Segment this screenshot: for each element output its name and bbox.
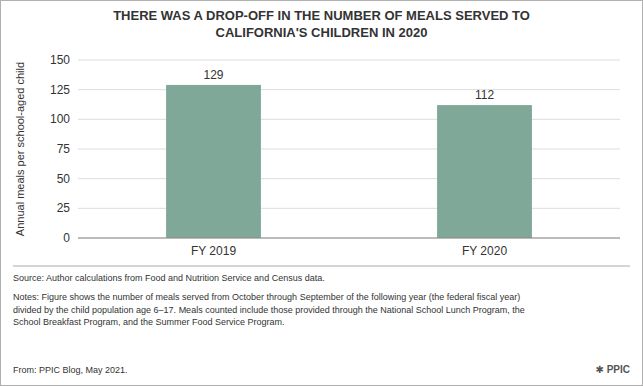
data-label: 129	[203, 68, 223, 82]
branding: ✱ PPIC	[596, 364, 631, 375]
text-line: ✱ PPIC	[596, 364, 631, 375]
border	[1, 1, 643, 386]
x-tick-label: FY 2020	[462, 244, 507, 258]
data-label: 112	[475, 88, 494, 102]
bar	[437, 105, 532, 238]
chart: THERE WAS A DROP-OFF IN THE NUMBER OF ME…	[0, 0, 643, 386]
text-line: From: PPIC Blog, May 2021.	[13, 365, 128, 375]
grid-line	[78, 149, 620, 150]
grid-line	[78, 208, 620, 209]
y-axis-label: Annual meals per school-aged child	[14, 62, 26, 236]
grid-line	[78, 238, 620, 239]
y-tick-label: 50	[57, 172, 71, 186]
x-tick-label: FY 2019	[191, 244, 236, 258]
grid-line	[78, 119, 620, 120]
separator	[13, 266, 630, 267]
text-line: Source: Author calculations from Food an…	[13, 273, 325, 283]
title: THERE WAS A DROP-OFF IN THE NUMBER OF ME…	[113, 8, 530, 40]
grid-line	[78, 60, 620, 61]
y-tick-label: 125	[50, 83, 70, 97]
y-tick-label: 25	[57, 201, 71, 215]
x-axis-line	[78, 238, 620, 239]
y-tick-label: 150	[50, 53, 70, 67]
grid	[78, 60, 620, 238]
text-line: THERE WAS A DROP-OFF IN THE NUMBER OF ME…	[113, 8, 530, 23]
text-line: divided by the child population age 6–17…	[13, 305, 525, 315]
y-tick-label: 75	[57, 142, 71, 156]
notes: Notes: Figure shows the number of meals …	[13, 292, 525, 327]
y-tick-label: 0	[63, 231, 70, 245]
text-line: School Breakfast Program, and the Summer…	[13, 317, 285, 327]
from-note: From: PPIC Blog, May 2021.	[13, 365, 128, 375]
text-line: Notes: Figure shows the number of meals …	[13, 292, 520, 302]
bar	[166, 85, 261, 238]
source-note: Source: Author calculations from Food an…	[13, 273, 325, 283]
bars	[166, 85, 532, 238]
text-line: CALIFORNIA'S CHILDREN IN 2020	[216, 25, 428, 40]
grid-line	[78, 178, 620, 179]
grid-line	[78, 89, 620, 90]
y-tick-label: 100	[50, 112, 70, 126]
